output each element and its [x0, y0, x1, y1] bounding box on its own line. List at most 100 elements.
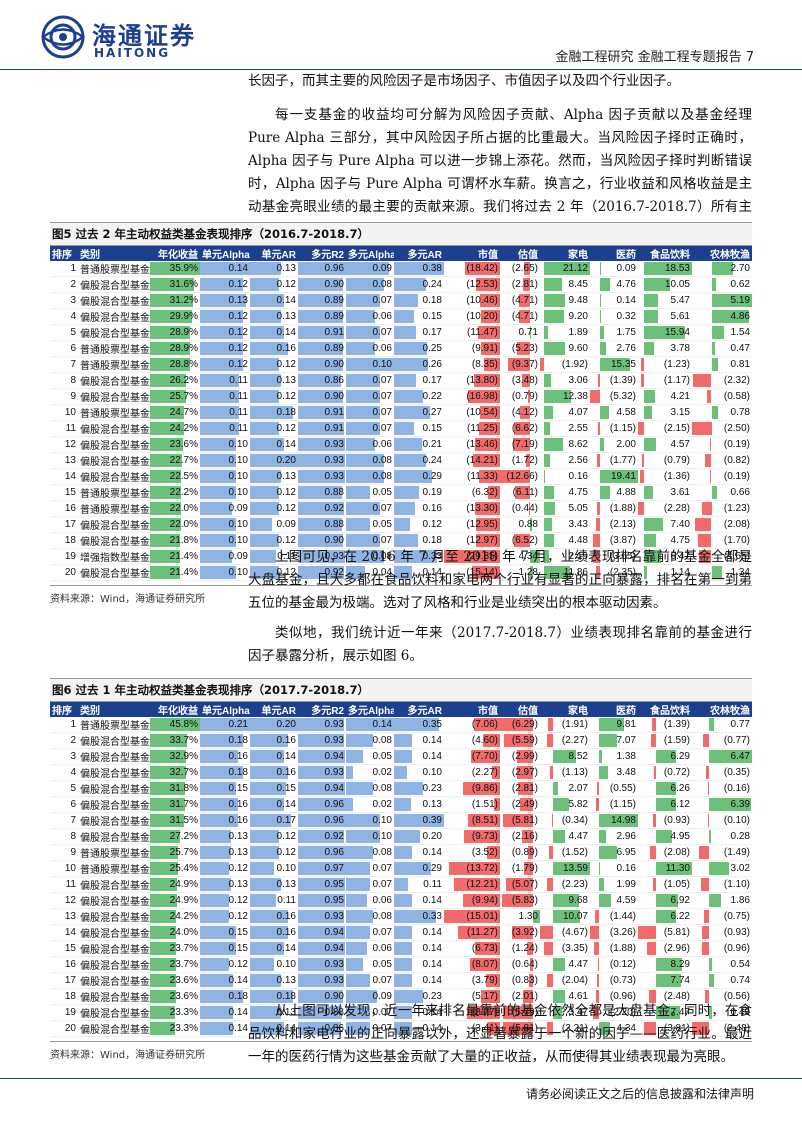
cell-text: (1.15) [609, 799, 636, 810]
data-bar [250, 878, 282, 891]
row: 20 偏股混合型基金 23.3% 0.14 0.14 0.86 0.07 0.14 (3.41)… [50, 1020, 752, 1037]
cell-text: 0.14 [616, 295, 636, 306]
cell: 0.88 [298, 484, 346, 501]
cell-text: (1.44) [609, 911, 636, 922]
cell-text: 0.09 [372, 991, 392, 1002]
cell: (1.39) [590, 372, 638, 389]
cell: (8.77) [444, 1004, 500, 1021]
cell: (3.35) [540, 940, 590, 957]
cell: (0.89) [500, 844, 540, 861]
cell: 0.62 [692, 276, 752, 293]
row: 16 偏股混合型基金 23.7% 0.12 0.10 0.93 0.05 0.14 (8.07)… [50, 956, 752, 973]
cell: 偏股混合型基金 [78, 468, 150, 485]
cell: (9.86) [444, 780, 500, 797]
data-bar [346, 550, 385, 563]
cell-text: (2.65) [511, 263, 538, 274]
data-bar [298, 830, 344, 843]
data-bar [593, 550, 601, 563]
cell: 23.6% [150, 988, 200, 1005]
row: 10 普通股票型基金 25.4% 0.12 0.10 0.97 0.07 0.29 (13.72… [50, 860, 752, 877]
data-bar [298, 894, 345, 907]
cell: (5.59) [500, 732, 540, 749]
cell: 0.09 [590, 261, 638, 277]
cell-text: (0.44) [511, 503, 538, 514]
cell-text: (13.72) [466, 863, 498, 874]
cell: 0.93 [298, 764, 346, 781]
cell-text: 12 [64, 895, 76, 906]
data-bar [298, 326, 344, 339]
cell-text: 0.07 [372, 927, 392, 938]
cell: 0.12 [200, 356, 250, 373]
cell-text: 9 [70, 391, 76, 402]
cell: 31.8% [150, 780, 200, 797]
cell-text: 0.16 [276, 343, 296, 354]
data-bar [150, 894, 178, 907]
cell-text: (1.17) [663, 375, 690, 386]
data-bar [540, 926, 553, 939]
cell: 0.12 [250, 564, 298, 581]
data-bar [250, 374, 282, 387]
cell-text: 0.06 [372, 343, 392, 354]
cell: 22.2% [150, 484, 200, 501]
data-bar [552, 990, 566, 1003]
cell: (1.05) [638, 876, 692, 893]
cell: 0.13 [250, 972, 298, 989]
cell: 9 [50, 388, 78, 405]
cell: 25.4% [150, 860, 200, 877]
data-bar [704, 990, 709, 1003]
cell: 4 [50, 764, 78, 781]
cell-text: 32.7% [169, 767, 198, 778]
row: 10 普通股票型基金 24.7% 0.11 0.18 0.91 0.07 0.27 (10.54… [50, 404, 752, 421]
cell: (5.83) [500, 892, 540, 909]
data-bar [643, 566, 647, 579]
cell: 0.90 [298, 276, 346, 293]
cell-text: (13.80) [466, 375, 498, 386]
cell: 0.93 [298, 972, 346, 989]
data-bar [474, 438, 500, 451]
cell-text: 偏股混合型基金 [80, 913, 150, 924]
cell-text: 21.4% [169, 551, 198, 562]
cell: 3.15 [638, 404, 692, 421]
cell: (1.70) [692, 532, 752, 549]
data-bar [150, 750, 186, 763]
cell: 6.26 [638, 780, 692, 797]
cell: (4.12) [500, 404, 540, 421]
data-bar [298, 862, 346, 875]
cell: 0.07 [346, 876, 394, 893]
data-bar [394, 830, 420, 843]
cell-text: 16 [64, 959, 76, 970]
cell-text: 0.20 [276, 455, 296, 466]
cell-text: 0.93 [324, 439, 344, 450]
cell-text: 4.21 [670, 391, 690, 402]
cell: 2.07 [540, 780, 590, 797]
data-bar [592, 1006, 599, 1019]
cell-text: 4.34 [616, 1023, 636, 1034]
cell: 4.34 [500, 548, 540, 565]
data-bar [475, 502, 500, 515]
data-bar [654, 766, 657, 779]
cell-text: 0.18 [422, 295, 442, 306]
data-bar [298, 974, 345, 987]
cell-text: (2.48) [663, 991, 690, 1002]
cell-text: 0.09 [276, 519, 296, 530]
cell: 23.7% [150, 940, 200, 957]
cell: 0.10 [200, 468, 250, 485]
data-bar [486, 846, 500, 859]
cell: 0.92 [298, 564, 346, 581]
data-bar [346, 942, 367, 955]
cell: 1.75 [590, 324, 638, 341]
cell-text: (2.49) [511, 799, 538, 810]
cell: 0.91 [298, 420, 346, 437]
data-bar [250, 358, 279, 371]
cell-text: 1.34 [730, 567, 750, 578]
data-bar [711, 342, 716, 355]
cell-text: 0.20 [276, 719, 296, 730]
cell: 24.0% [150, 924, 200, 941]
cell: (5.17) [444, 988, 500, 1005]
cell-text: (2.97) [511, 767, 538, 778]
data-bar [656, 958, 683, 971]
cell: 2.96 [590, 828, 638, 845]
data-bar [250, 974, 282, 987]
cell-text: 0.08 [372, 783, 392, 794]
cell: 2.70 [692, 261, 752, 277]
